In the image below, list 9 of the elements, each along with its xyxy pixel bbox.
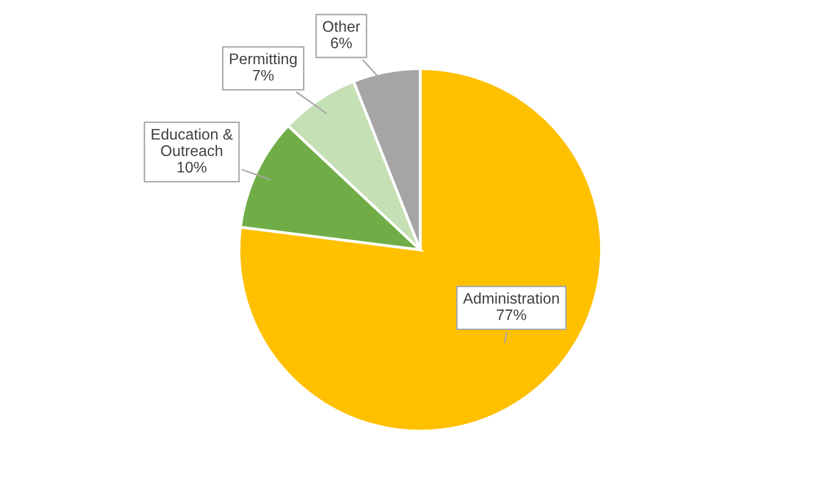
slice-label: Administration xyxy=(462,292,559,304)
data-label: 7% xyxy=(252,70,274,81)
slice-label: Other xyxy=(322,20,360,32)
slice-label: Permitting xyxy=(230,53,297,68)
slice-label: Education & Outreach xyxy=(152,128,233,156)
pie-slice xyxy=(238,67,603,433)
data-label: 77% xyxy=(496,309,526,320)
data-label: 10% xyxy=(178,162,206,173)
data-label: 6% xyxy=(331,38,352,48)
